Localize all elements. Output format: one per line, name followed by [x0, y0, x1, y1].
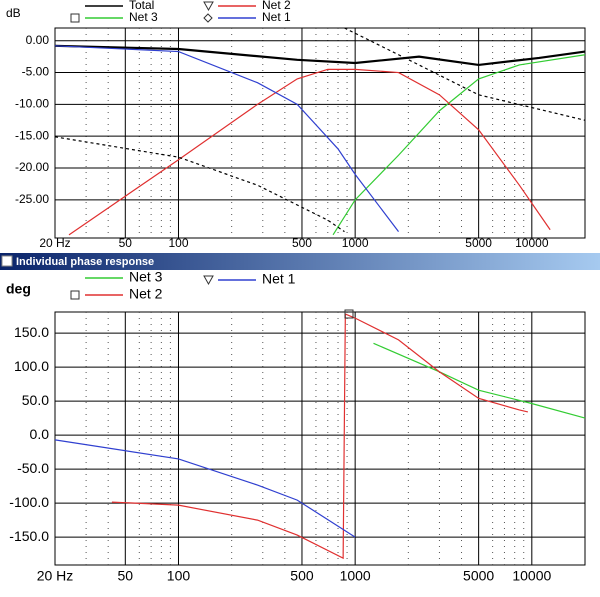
legend-marker: [203, 275, 214, 286]
y-label: dB: [6, 6, 21, 20]
y-tick-label: -5.00: [22, 65, 50, 79]
y-tick-label: -150.0: [9, 528, 49, 544]
series-line: [111, 313, 529, 560]
y-tick-label: -20.00: [15, 160, 49, 174]
series-line: [332, 54, 586, 236]
y-tick-label: 150.0: [14, 324, 49, 340]
series-line: [54, 45, 400, 232]
legend-label: Net 1: [262, 271, 296, 287]
y-tick-label: -10.00: [15, 97, 49, 111]
x-tick-label: 100: [168, 236, 188, 250]
legend-marker: [203, 1, 214, 12]
x-tick-label: 50: [118, 568, 134, 584]
legend-label: Total: [129, 0, 154, 12]
legend-marker: [203, 13, 213, 23]
plot-area: [54, 27, 586, 239]
legend-label: Net 2: [129, 286, 163, 302]
legend-marker: [70, 290, 80, 300]
legend-label: Net 1: [262, 10, 291, 24]
y-tick-label: -15.00: [15, 128, 49, 142]
series-line: [68, 68, 551, 236]
legend-label: Net 3: [129, 10, 158, 24]
x-tick-label: 500: [290, 568, 314, 584]
y-tick-label: 50.0: [22, 392, 49, 408]
series-line: [54, 136, 345, 233]
x-tick-label: 50: [119, 236, 133, 250]
y-tick-label: 100.0: [14, 358, 49, 374]
y-tick-label: -25.00: [15, 192, 49, 206]
series-line: [344, 27, 586, 121]
x-tick-label: 500: [292, 236, 312, 250]
legend-marker: [70, 13, 80, 23]
x-tick-label: 100: [167, 568, 191, 584]
y-tick-label: 0.0: [30, 426, 50, 442]
window-title: Individual phase response: [16, 256, 154, 268]
y-tick-label: 0.00: [26, 33, 50, 47]
series-line: [54, 439, 356, 538]
window-icon: [1, 255, 13, 267]
x-tick-label: 20 Hz: [39, 236, 70, 250]
plot-area: [54, 311, 586, 566]
x-tick-label: 10000: [515, 236, 549, 250]
y-tick-label: -100.0: [9, 494, 49, 510]
y-label: deg: [6, 281, 31, 297]
series-line: [373, 342, 586, 419]
x-tick-label: 1000: [342, 236, 369, 250]
x-tick-label: 5000: [465, 236, 492, 250]
x-tick-label: 5000: [463, 568, 494, 584]
legend-label: Net 3: [129, 269, 163, 285]
legend-label: Net 2: [262, 0, 291, 12]
x-tick-label: 20 Hz: [37, 568, 74, 584]
title-bar[interactable]: [0, 253, 600, 270]
x-tick-label: 1000: [340, 568, 371, 584]
x-tick-label: 10000: [512, 568, 551, 584]
cursor-marker: [344, 309, 354, 319]
y-tick-label: -50.0: [17, 460, 49, 476]
series-line: [54, 44, 586, 67]
